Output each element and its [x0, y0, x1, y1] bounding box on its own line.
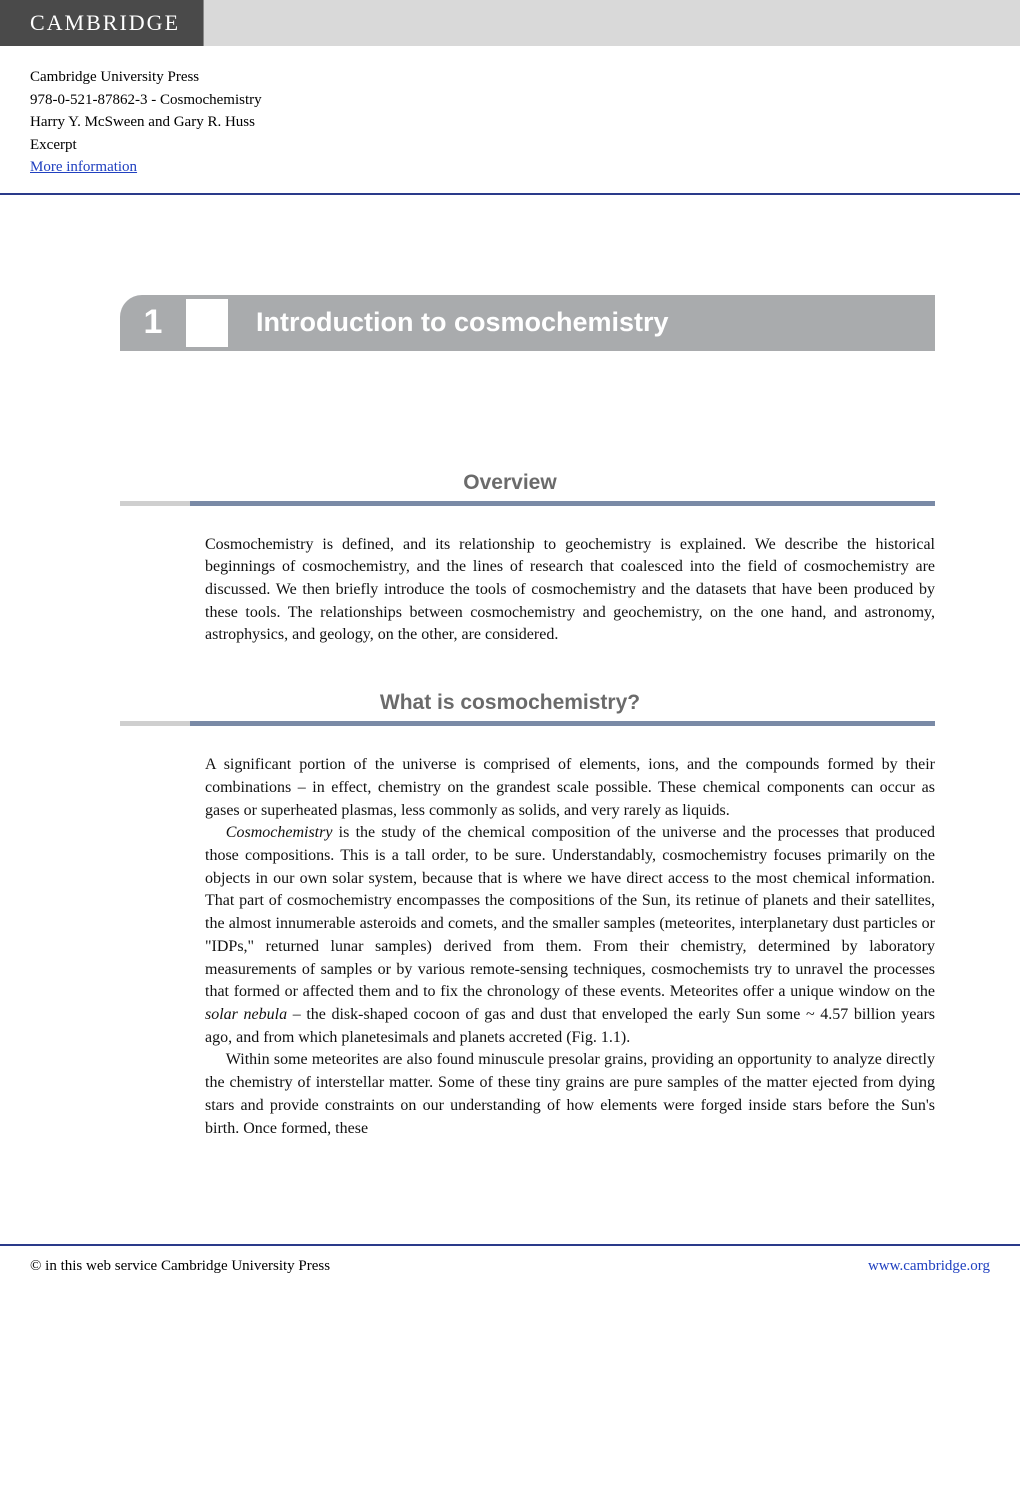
page-content: 1 Introduction to cosmochemistry Overvie…: [0, 195, 1020, 1245]
overview-body: Cosmochemistry is defined, and its relat…: [205, 534, 935, 648]
meta-block: Cambridge University Press 978-0-521-878…: [0, 46, 1020, 189]
meta-publisher: Cambridge University Press: [30, 66, 990, 89]
whatis-p2: Cosmochemistry is the study of the chemi…: [205, 822, 935, 1049]
whatis-body: A significant portion of the universe is…: [205, 754, 935, 1140]
chapter-title: Introduction to cosmochemistry: [228, 295, 935, 351]
section-rule: [120, 721, 935, 726]
whatis-p2-italic: solar nebula: [205, 1006, 287, 1023]
rule-segment-light: [120, 721, 190, 726]
whatis-p1: A significant portion of the universe is…: [205, 754, 935, 822]
header-logo-area: CAMBRIDGE: [0, 0, 204, 46]
rule-segment-dark: [190, 501, 935, 506]
header-spacer: [204, 0, 1020, 46]
more-information-link[interactable]: More information: [30, 159, 137, 175]
footer-copyright: © in this web service Cambridge Universi…: [30, 1258, 330, 1275]
rule-segment-light: [120, 501, 190, 506]
section-heading-whatis: What is cosmochemistry?: [85, 691, 935, 715]
section-rule: [120, 501, 935, 506]
meta-section: Excerpt: [30, 134, 990, 157]
chapter-gap: [186, 295, 228, 351]
footer: © in this web service Cambridge Universi…: [0, 1244, 1020, 1295]
header-bar: CAMBRIDGE: [0, 0, 1020, 46]
rule-segment-dark: [190, 721, 935, 726]
section-overview: Overview Cosmochemistry is defined, and …: [85, 471, 935, 648]
whatis-p2-lead: Cosmochemistry: [226, 824, 333, 841]
publisher-logo: CAMBRIDGE: [30, 10, 180, 36]
whatis-p2-rest: is the study of the chemical composition…: [205, 824, 935, 1000]
chapter-number: 1: [120, 295, 186, 351]
overview-paragraph: Cosmochemistry is defined, and its relat…: [205, 534, 935, 648]
chapter-number-wrap: 1: [120, 295, 186, 351]
section-heading-overview: Overview: [85, 471, 935, 495]
whatis-p3: Within some meteorites are also found mi…: [205, 1049, 935, 1140]
meta-isbn-title: 978-0-521-87862-3 - Cosmochemistry: [30, 89, 990, 112]
chapter-header: 1 Introduction to cosmochemistry: [120, 295, 935, 351]
whatis-p2-tail: – the disk-shaped cocoon of gas and dust…: [205, 1006, 935, 1046]
section-what-is: What is cosmochemistry? A significant po…: [85, 691, 935, 1140]
meta-authors: Harry Y. McSween and Gary R. Huss: [30, 111, 990, 134]
footer-url-link[interactable]: www.cambridge.org: [868, 1258, 990, 1275]
